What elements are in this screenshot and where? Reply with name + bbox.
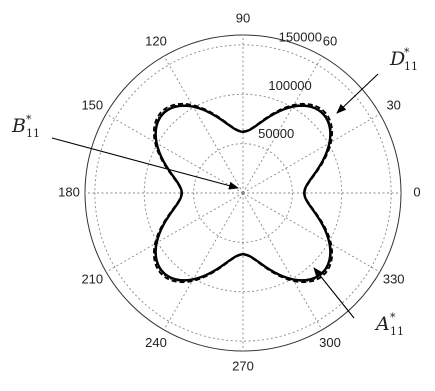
callout-label-a: A *11: [374, 311, 404, 338]
series-curve-b: [154, 104, 332, 282]
angle-tick-label: 120: [145, 34, 167, 49]
radial-tick-label: 150000: [279, 30, 322, 45]
angular-gridline: [242, 55, 323, 194]
radial-gridline: [143, 93, 343, 293]
radial-gridline: [94, 44, 392, 342]
angle-tick-label: 30: [386, 97, 400, 112]
radial-tick-label: 50000: [258, 126, 294, 141]
callout-arrow-d: [336, 73, 379, 114]
angular-gridline: [242, 192, 381, 273]
angular-gridline: [105, 192, 244, 273]
callout-sub-b: 11: [26, 127, 40, 140]
callout-base-d: D: [389, 48, 405, 70]
angular-gridline: [163, 192, 244, 331]
angle-tick-label: 330: [383, 271, 405, 286]
callout-arrow-a: [313, 267, 355, 319]
angular-gridline: [105, 113, 244, 194]
angle-tick-label: 60: [323, 34, 337, 49]
series-curve-d: [152, 102, 334, 284]
tick-labels: 0 30 60 90 120 150 180 210 240 270 300 330 50000 1000…: [58, 10, 420, 373]
callout-sup-b: *: [26, 113, 32, 126]
angle-tick-label: 270: [232, 358, 254, 373]
angle-tick-label: 150: [81, 97, 103, 112]
series-callouts: A *11B *11D*11: [11, 46, 418, 338]
angle-tick-label: 90: [236, 10, 250, 25]
angle-tick-label: 300: [319, 335, 341, 350]
angle-tick-label: 180: [58, 184, 80, 199]
angular-gridline: [163, 55, 244, 194]
angle-tick-label: 210: [81, 271, 103, 286]
callout-base-b: B: [11, 115, 26, 137]
callout-sup-d: *: [404, 46, 410, 59]
polar-grid: [84, 34, 402, 352]
callout-base-a: A: [374, 313, 390, 335]
radial-tick-label: 100000: [268, 78, 311, 93]
angle-tick-label: 240: [145, 335, 167, 350]
callout-arrow-b: [51, 137, 239, 190]
callout-label-b: B *11: [11, 113, 40, 140]
callout-sub-d: 11: [404, 60, 418, 73]
callout-label-d: D*11: [389, 46, 418, 73]
angular-gridline: [242, 113, 381, 194]
angular-gridline: [242, 192, 323, 331]
angle-tick-label: 0: [413, 184, 420, 199]
radial-gridline: [193, 143, 293, 243]
callout-sub-a: 11: [390, 325, 404, 338]
data-curves: [152, 102, 334, 284]
callout-sup-a: *: [390, 311, 396, 324]
